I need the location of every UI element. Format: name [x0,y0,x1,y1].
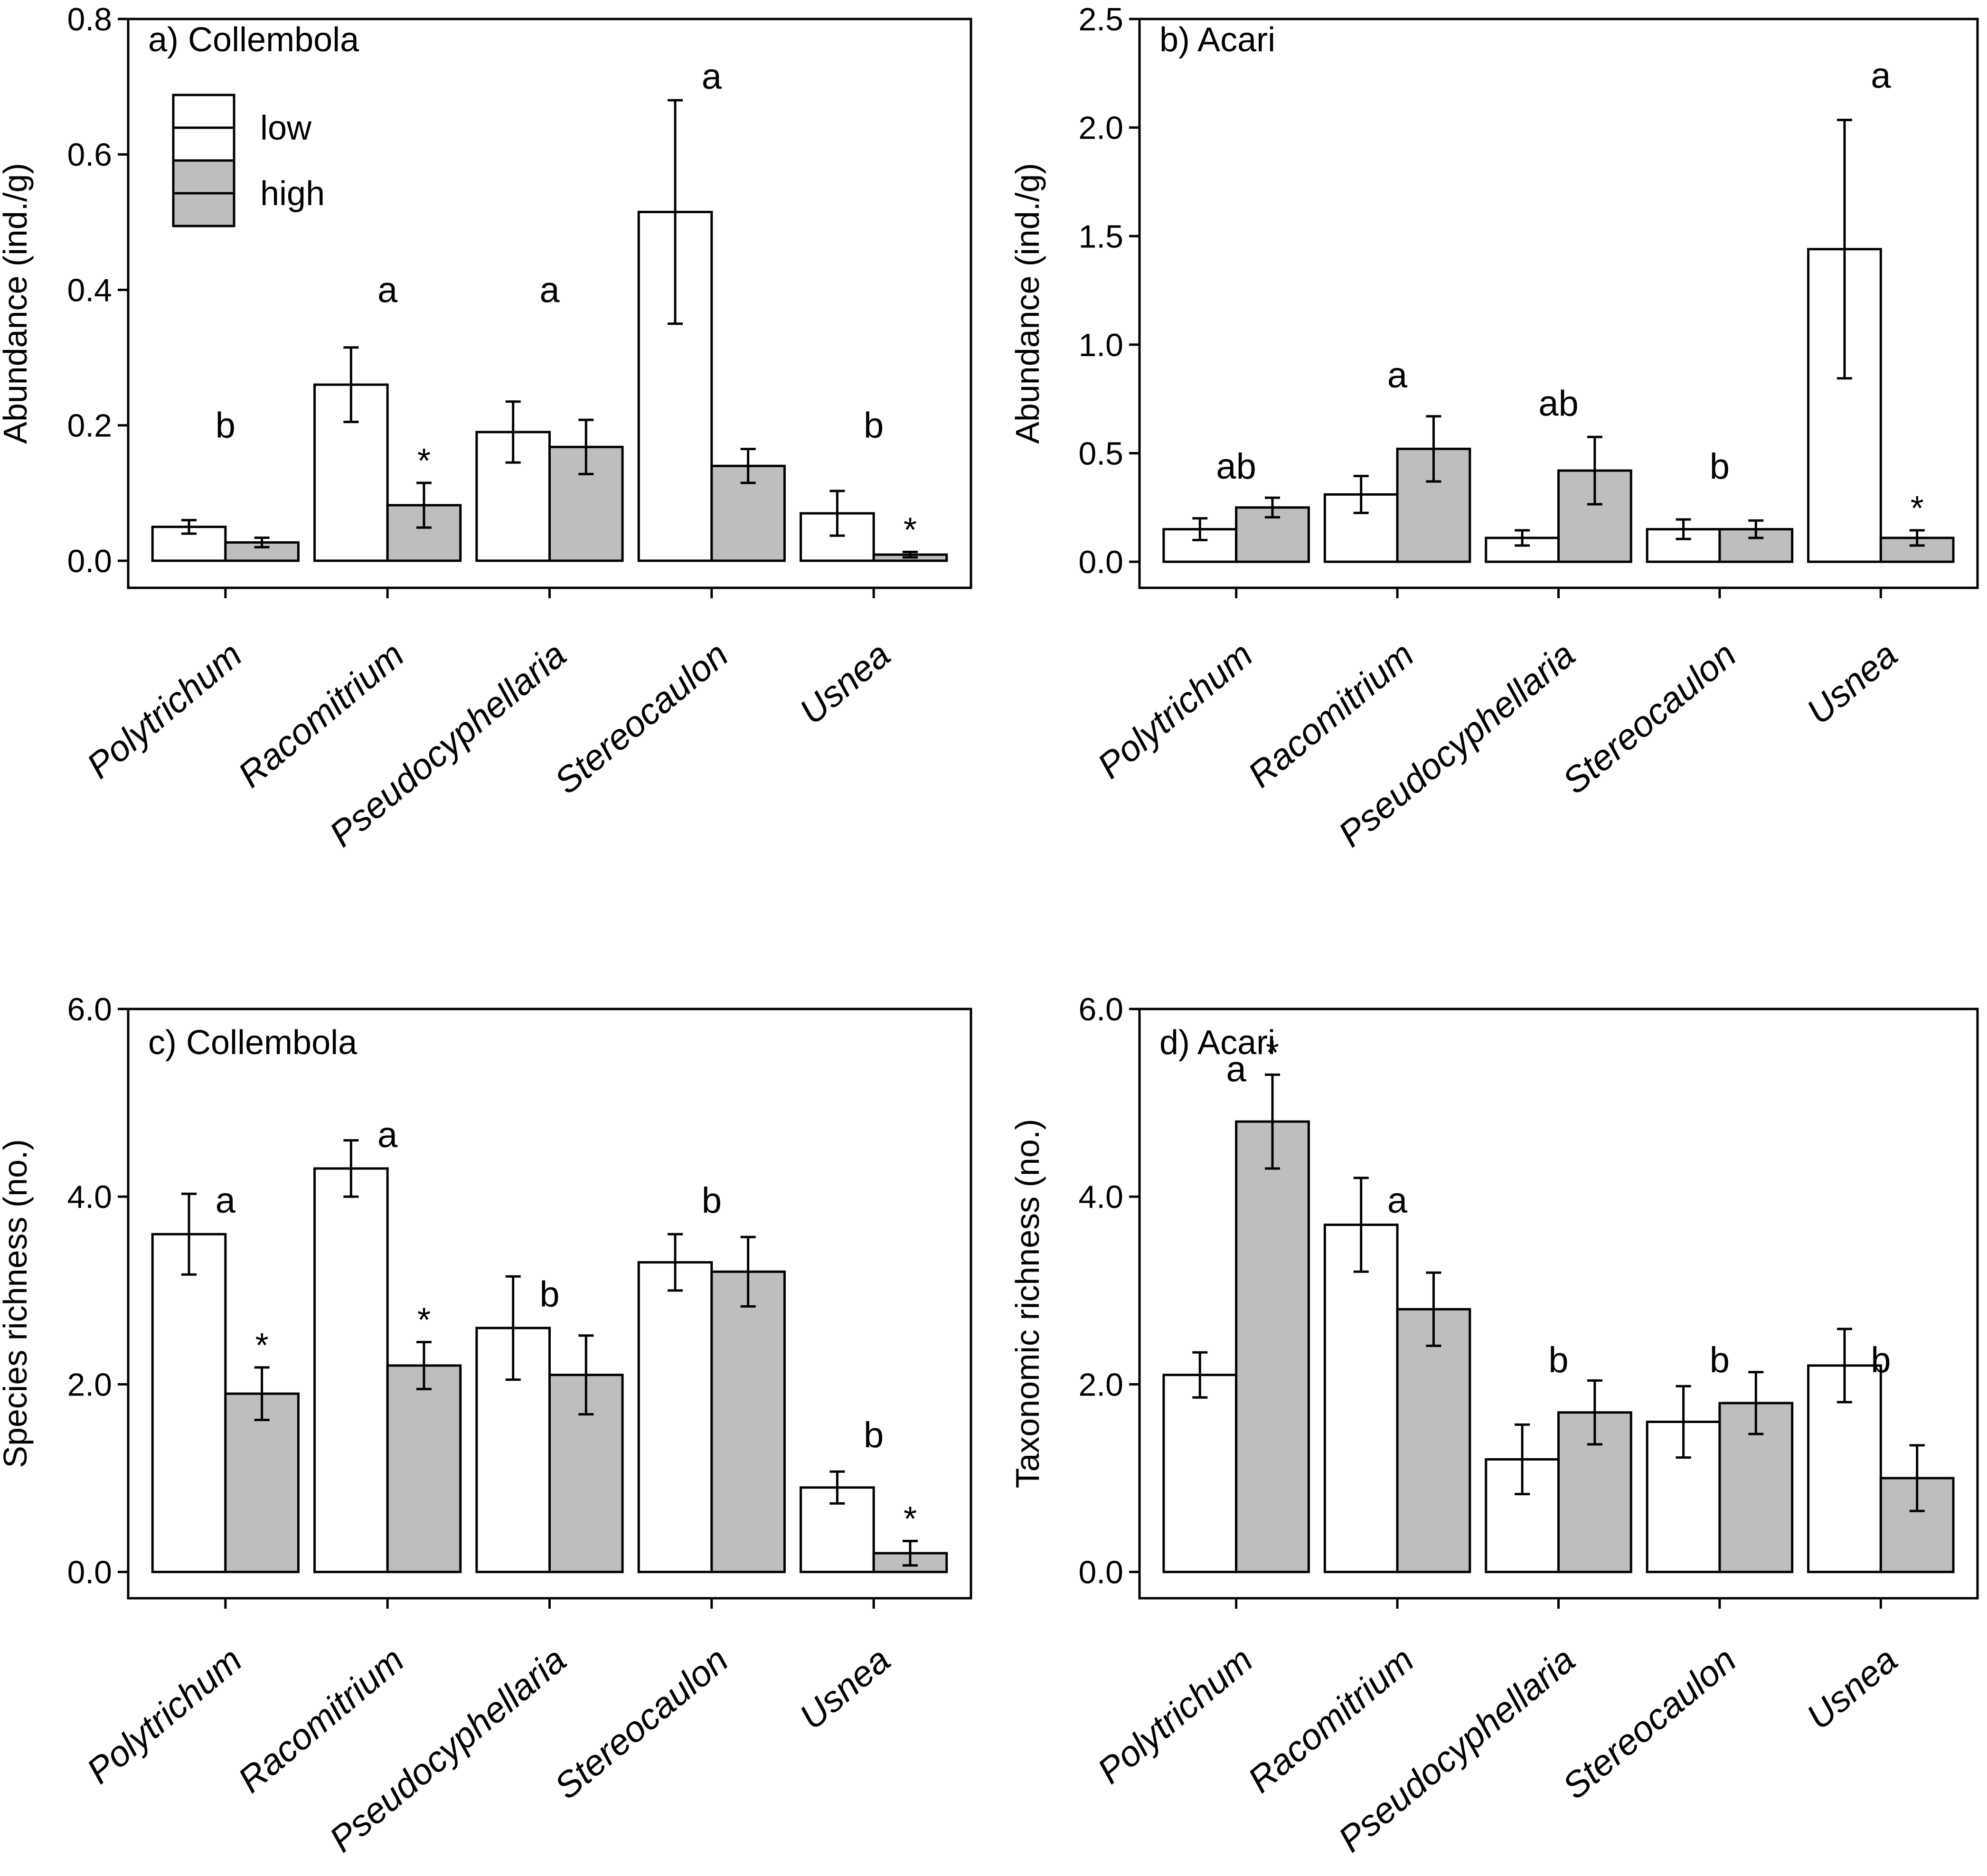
significance-star: * [1266,1034,1279,1072]
significance-star: * [904,1500,917,1538]
bar-low-stereocaulon [637,1261,713,1574]
chart-panel-1: 0.0 0.2 0.4 0.6 0.8 Abundance (ind./g) a) Coll… [0,1,972,855]
significance-letter: b [864,405,884,446]
x-tick-label-stereocaulon: Stereocaulon [1555,1640,1744,1807]
bar-high-polytrichum [224,1392,300,1574]
y-tick-label: 0.0 [67,543,112,579]
significance-letter: b [1871,1340,1891,1380]
x-tick-label-usnea: Usnea [1799,634,1905,732]
significance-letter: b [1548,1340,1568,1380]
y-tick-label: 0.0 [1078,1555,1123,1591]
y-tick-label: 2.0 [1078,1367,1123,1403]
legend: low high [172,94,325,227]
significance-letter: ab [1216,446,1256,487]
bar-low-polytrichum [151,1233,227,1574]
chart-panel-3: 0.0 2.0 4.0 6.0 Species richness (no.) c) Col… [0,991,972,1860]
y-tick-label: 1.0 [1078,327,1123,363]
significance-star: * [1911,490,1924,528]
x-tick-label-polytrichum: Polytrichum [1090,634,1261,786]
significance-letter: a [216,1180,236,1221]
x-tick-label-polytrichum: Polytrichum [1090,1640,1261,1791]
y-tick-label: 0.6 [67,137,112,173]
bar-low-polytrichum [1162,1374,1238,1574]
x-tick-label-polytrichum: Polytrichum [79,1640,250,1791]
significance-letter: ab [1538,383,1579,424]
significance-star: * [255,1327,269,1365]
y-tick-label: 0.5 [1078,436,1123,472]
x-tick-label-usnea: Usnea [1799,1640,1905,1737]
significance-letter: a [539,270,560,310]
legend-label-high: high [260,175,325,213]
x-tick-label-stereocaulon: Stereocaulon [547,634,736,802]
bar-low-racomitrium [1323,1224,1399,1574]
significance-star: * [417,1301,431,1339]
panel-title: d) Acari [1159,1024,1275,1062]
y-tick-label: 4.0 [67,1179,112,1215]
significance-letter: a [1226,1049,1247,1089]
y-tick-label: 0.2 [67,408,112,444]
bar-high-racomitrium [386,1364,462,1574]
y-axis-label: Taxonomic richness (no.) [1009,1119,1046,1488]
chart-panel-2: 0.0 0.5 1.0 1.5 2.0 2.5 Abundance (ind./g) b) A… [1009,1,1979,855]
significance-letter: b [216,405,235,446]
legend-label-low: low [260,109,312,147]
significance-star: * [417,442,431,480]
panel-title: b) Acari [1159,21,1275,59]
bar-low-racomitrium [313,1167,389,1574]
x-tick-label-stereocaulon: Stereocaulon [547,1640,736,1807]
panel-title: c) Collembola [148,1024,358,1062]
y-axis-label: Species richness (no.) [0,1139,34,1468]
x-tick-label-usnea: Usnea [792,634,898,732]
y-tick-label: 2.0 [67,1367,112,1403]
y-axis-label: Abundance (ind./g) [1009,163,1046,444]
y-tick-label: 2.0 [1078,110,1123,146]
chart-panel-4: 0.0 2.0 4.0 6.0 Taxonomic richness (no.) d) A… [1009,991,1979,1860]
y-tick-label: 6.0 [1078,991,1123,1028]
bar-high-pseudocyphellaria [1557,469,1632,563]
significance-letter: b [1710,446,1730,487]
y-tick-label: 2.5 [1078,1,1123,38]
bar-high-polytrichum [1235,1120,1310,1574]
significance-letter: a [1871,56,1891,96]
x-tick-label-polytrichum: Polytrichum [79,634,250,786]
significance-letter: b [864,1415,884,1455]
y-tick-label: 1.5 [1078,218,1123,255]
panel-title: a) Collembola [148,21,359,59]
significance-letter: b [539,1274,559,1315]
y-tick-label: 0.0 [1078,544,1123,580]
y-tick-label: 0.4 [67,272,112,308]
y-axis-label: Abundance (ind./g) [0,163,34,444]
bar-high-stereocaulon [710,1270,786,1574]
significance-letter: a [1387,1180,1408,1221]
significance-star: * [904,511,917,549]
x-tick-label-usnea: Usnea [792,1640,898,1737]
significance-letter: a [377,1115,398,1155]
significance-letter: a [1387,355,1408,396]
y-tick-label: 4.0 [1078,1179,1123,1215]
significance-letter: a [377,270,398,310]
significance-letter: a [702,57,722,97]
significance-letter: b [1710,1340,1730,1380]
bar-high-racomitrium [1396,1308,1471,1574]
significance-letter: b [702,1180,722,1221]
y-tick-label: 6.0 [67,991,112,1028]
y-tick-label: 0.0 [67,1555,112,1591]
x-tick-label-stereocaulon: Stereocaulon [1555,634,1744,802]
y-tick-label: 0.8 [67,1,112,38]
